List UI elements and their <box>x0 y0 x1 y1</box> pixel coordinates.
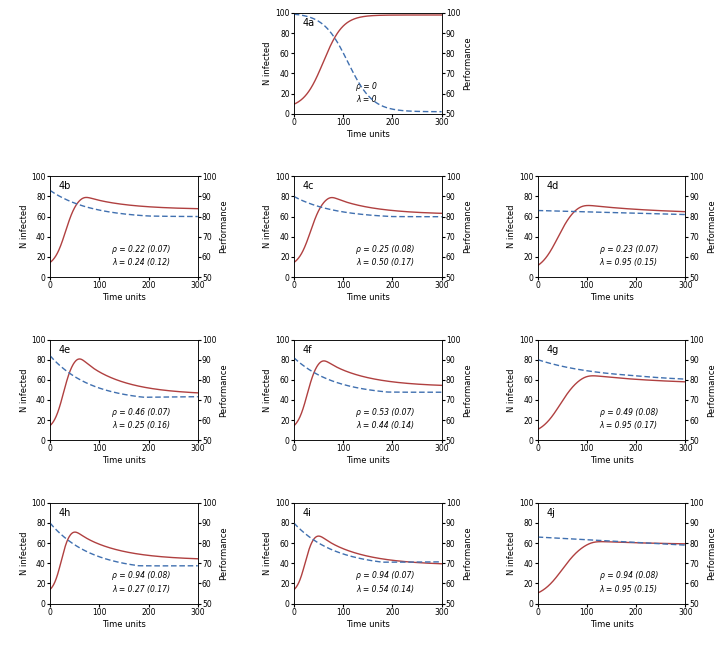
Text: 4g: 4g <box>546 345 559 354</box>
X-axis label: Time units: Time units <box>102 620 146 628</box>
Text: ρ = 0.49 (0.08)
λ = 0.95 (0.17): ρ = 0.49 (0.08) λ = 0.95 (0.17) <box>600 408 658 430</box>
Y-axis label: Performance: Performance <box>463 363 472 417</box>
Y-axis label: N infected: N infected <box>263 368 272 411</box>
Y-axis label: N infected: N infected <box>507 205 516 249</box>
Y-axis label: Performance: Performance <box>707 363 714 417</box>
X-axis label: Time units: Time units <box>346 620 390 628</box>
X-axis label: Time units: Time units <box>346 130 390 139</box>
Text: 4j: 4j <box>546 508 555 518</box>
Y-axis label: Performance: Performance <box>219 526 228 580</box>
Text: ρ = 0.22 (0.07)
λ = 0.24 (0.12): ρ = 0.22 (0.07) λ = 0.24 (0.12) <box>112 245 171 267</box>
Text: 4i: 4i <box>303 508 311 518</box>
Y-axis label: Performance: Performance <box>219 200 228 254</box>
Text: 4h: 4h <box>59 508 71 518</box>
Text: ρ = 0
λ = 0: ρ = 0 λ = 0 <box>356 82 377 104</box>
Y-axis label: Performance: Performance <box>707 526 714 580</box>
Text: 4d: 4d <box>546 181 559 191</box>
Text: ρ = 0.46 (0.07)
λ = 0.25 (0.16): ρ = 0.46 (0.07) λ = 0.25 (0.16) <box>112 408 171 430</box>
Text: ρ = 0.53 (0.07)
λ = 0.44 (0.14): ρ = 0.53 (0.07) λ = 0.44 (0.14) <box>356 408 414 430</box>
Text: 4b: 4b <box>59 181 71 191</box>
X-axis label: Time units: Time units <box>590 456 633 465</box>
Text: ρ = 0.25 (0.08)
λ = 0.50 (0.17): ρ = 0.25 (0.08) λ = 0.50 (0.17) <box>356 245 414 267</box>
X-axis label: Time units: Time units <box>590 293 633 302</box>
Text: 4e: 4e <box>59 345 71 354</box>
Text: 4a: 4a <box>303 18 315 28</box>
Y-axis label: N infected: N infected <box>19 205 29 249</box>
Text: ρ = 0.94 (0.08)
λ = 0.27 (0.17): ρ = 0.94 (0.08) λ = 0.27 (0.17) <box>112 571 171 594</box>
Text: ρ = 0.94 (0.07)
λ = 0.54 (0.14): ρ = 0.94 (0.07) λ = 0.54 (0.14) <box>356 571 414 594</box>
Y-axis label: N infected: N infected <box>263 42 272 85</box>
X-axis label: Time units: Time units <box>346 293 390 302</box>
X-axis label: Time units: Time units <box>590 620 633 628</box>
Y-axis label: N infected: N infected <box>263 532 272 575</box>
Y-axis label: N infected: N infected <box>263 205 272 249</box>
Y-axis label: Performance: Performance <box>463 200 472 254</box>
X-axis label: Time units: Time units <box>102 293 146 302</box>
Y-axis label: Performance: Performance <box>463 526 472 580</box>
Y-axis label: N infected: N infected <box>507 532 516 575</box>
X-axis label: Time units: Time units <box>346 456 390 465</box>
Text: ρ = 0.23 (0.07)
λ = 0.95 (0.15): ρ = 0.23 (0.07) λ = 0.95 (0.15) <box>600 245 658 267</box>
Y-axis label: Performance: Performance <box>463 36 472 90</box>
X-axis label: Time units: Time units <box>102 456 146 465</box>
Text: 4c: 4c <box>303 181 314 191</box>
Y-axis label: N infected: N infected <box>19 368 29 411</box>
Text: 4f: 4f <box>303 345 312 354</box>
Text: ρ = 0.94 (0.08)
λ = 0.95 (0.15): ρ = 0.94 (0.08) λ = 0.95 (0.15) <box>600 571 658 594</box>
Y-axis label: Performance: Performance <box>219 363 228 417</box>
Y-axis label: Performance: Performance <box>707 200 714 254</box>
Y-axis label: N infected: N infected <box>19 532 29 575</box>
Y-axis label: N infected: N infected <box>507 368 516 411</box>
